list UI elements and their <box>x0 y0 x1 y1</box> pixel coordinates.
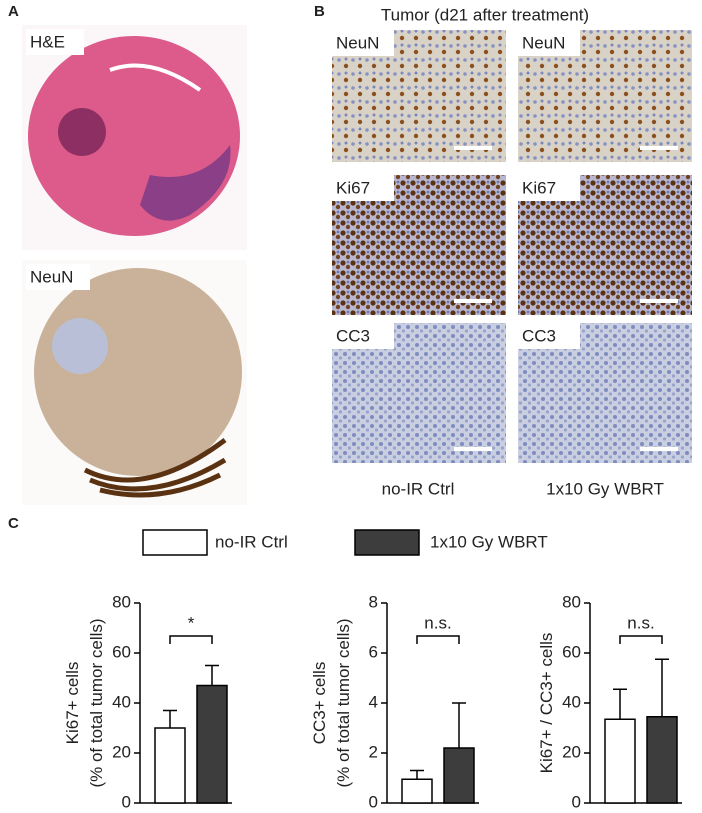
image-label: CC3 <box>522 326 556 345</box>
column-label: 1x10 Gy WBRT <box>546 479 664 498</box>
y-tick-label: 60 <box>562 642 581 661</box>
panel-label: A <box>8 3 19 20</box>
legend-swatch <box>142 529 208 556</box>
legend-swatch <box>354 529 420 556</box>
y-tick-label: 4 <box>369 692 378 711</box>
ihc-image: CC3 <box>518 323 692 463</box>
y-tick-label: 0 <box>572 792 581 811</box>
panel-label: C <box>8 515 19 532</box>
ihc-image: NeuN <box>332 30 506 162</box>
ihc-image: Ki67 <box>332 175 506 315</box>
label-box <box>518 175 580 201</box>
bar <box>401 778 433 804</box>
y-axis-label-line: Ki67+ cells <box>63 662 82 745</box>
image-label: NeuN <box>522 33 565 52</box>
y-tick-label: 60 <box>112 642 131 661</box>
image-label: Ki67 <box>336 178 370 197</box>
y-axis-label: Ki67+ cells (% of total tumor cells) <box>63 618 106 787</box>
y-axis-label-line: (% of total tumor cells) <box>87 618 106 787</box>
significance-bracket <box>619 635 663 644</box>
y-tick-label: 80 <box>562 592 581 611</box>
y-tick-label: 20 <box>112 742 131 761</box>
he-image: H&E <box>22 25 247 250</box>
significance-bracket <box>416 635 460 644</box>
label-box <box>332 175 394 201</box>
image-label: H&E <box>30 32 65 51</box>
bar <box>196 684 228 804</box>
neun-image: NeuN <box>22 260 247 505</box>
label-box <box>332 323 394 349</box>
y-tick-label: 0 <box>122 792 131 811</box>
legend-label: 1x10 Gy WBRT <box>430 532 548 551</box>
column-label: no-IR Ctrl <box>382 479 455 498</box>
y-tick-label: 8 <box>369 592 378 611</box>
y-tick-label: 40 <box>562 692 581 711</box>
ihc-image: CC3 <box>332 323 506 463</box>
ihc-image: Ki67 <box>518 175 692 315</box>
image-label: CC3 <box>336 326 370 345</box>
significance-label: * <box>188 613 195 632</box>
legend-label: no-IR Ctrl <box>215 532 288 551</box>
y-axis-label-line: Ki67+ / CC3+ cells <box>537 633 556 774</box>
bar <box>604 718 636 804</box>
y-tick-label: 80 <box>112 592 131 611</box>
y-axis-label-line: CC3+ cells <box>310 662 329 745</box>
y-axis-label: Ki67+ / CC3+ cells <box>537 633 556 774</box>
ihc-image: NeuN <box>518 30 692 162</box>
significance-bracket <box>169 635 213 644</box>
y-axis-label-line: (% of total tumor cells) <box>334 618 353 787</box>
panel-label: B <box>314 3 325 20</box>
image-label: Ki67 <box>522 178 556 197</box>
y-tick-label: 0 <box>369 792 378 811</box>
label-box <box>332 30 394 56</box>
significance-label: n.s. <box>424 613 451 632</box>
label-box <box>518 30 580 56</box>
image-label: NeuN <box>30 267 73 286</box>
label-box <box>518 323 580 349</box>
bar <box>646 716 678 804</box>
bar <box>443 747 475 804</box>
y-axis-label: CC3+ cells (% of total tumor cells) <box>310 618 353 787</box>
y-tick-label: 40 <box>112 692 131 711</box>
panel-title: Tumor (d21 after treatment) <box>381 5 589 24</box>
image-label: NeuN <box>336 33 379 52</box>
y-tick-label: 20 <box>562 742 581 761</box>
y-tick-label: 6 <box>369 642 378 661</box>
y-tick-label: 2 <box>369 742 378 761</box>
significance-label: n.s. <box>627 613 654 632</box>
bar <box>154 727 186 804</box>
